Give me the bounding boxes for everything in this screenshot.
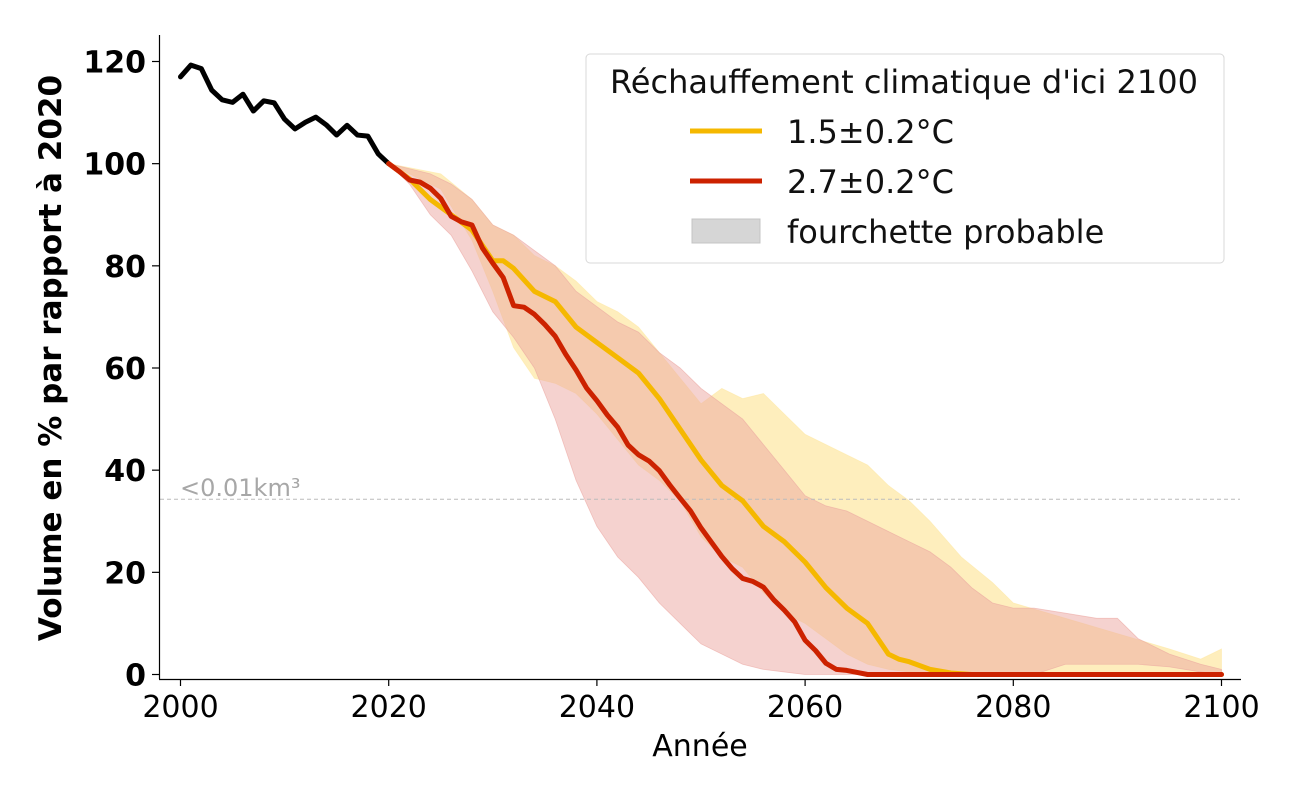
legend: Réchauffement climatique d'ici 2100 1.5±… — [585, 53, 1225, 264]
legend-frame — [585, 53, 1225, 264]
x-tick-label: 2060 — [767, 690, 843, 725]
legend-title: Réchauffement climatique d'ici 2100 — [610, 63, 1198, 101]
lines-layer — [178, 62, 1224, 677]
x-tick-label: 2040 — [559, 690, 635, 725]
axes-layer — [158, 35, 1241, 681]
threshold-label: <0.01km³ — [180, 474, 300, 502]
x-tick-label: 2020 — [351, 690, 427, 725]
x-tick-label: 2100 — [1183, 690, 1259, 725]
y-tick-label: 100 — [83, 148, 146, 183]
y-tick-label: 60 — [104, 352, 146, 387]
historical-line — [178, 62, 392, 167]
legend-label-27: 2.7±0.2°C — [787, 163, 954, 201]
x-ticks: 2000 2020 2040 2060 2080 2100 — [142, 679, 1260, 725]
legend-label-15: 1.5±0.2°C — [787, 113, 954, 151]
scenario_27-line — [386, 161, 1224, 677]
y-tick-label: 120 — [83, 46, 146, 81]
threshold-layer: <0.01km³ — [160, 474, 1240, 502]
scenario_15-line — [386, 161, 1224, 677]
bands-layer — [387, 162, 1222, 675]
x-tick-label: 2000 — [142, 690, 218, 725]
legend-swatch-band — [691, 218, 761, 244]
y-ticks: 0 20 40 60 80 100 120 — [83, 46, 159, 694]
y-tick-label: 40 — [104, 454, 146, 489]
y-axis-title: Volume en % par rapport à 2020 — [33, 75, 69, 641]
legend-label-band: fourchette probable — [787, 213, 1104, 251]
y-tick-label: 80 — [104, 250, 146, 285]
band_27-area — [387, 162, 1222, 675]
y-tick-label: 0 — [125, 659, 146, 694]
x-axis-title: Année — [652, 729, 747, 764]
x-tick-label: 2080 — [975, 690, 1051, 725]
y-tick-label: 20 — [104, 556, 146, 591]
